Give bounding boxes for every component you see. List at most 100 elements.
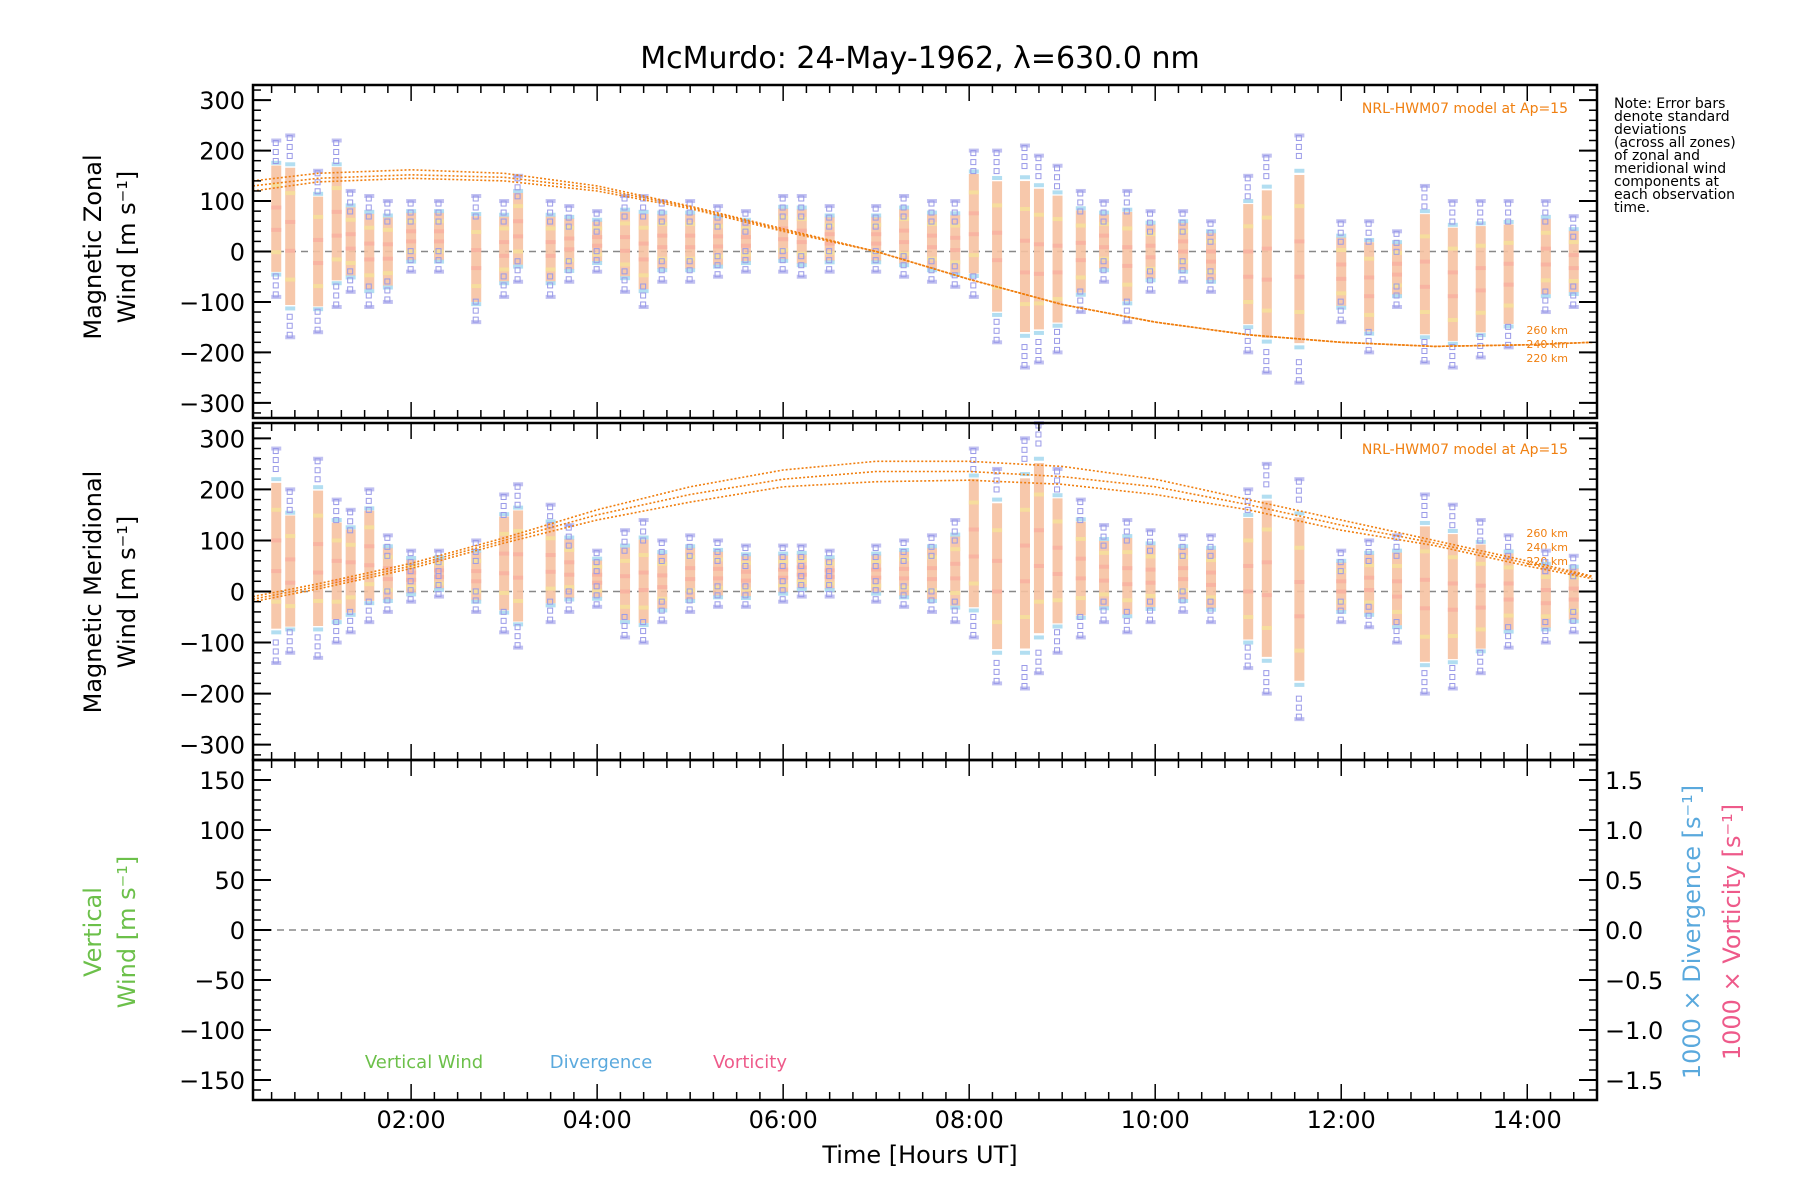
observation-band [1261,593,1272,598]
zonal-ylabel-line2: Wind [m s⁻¹] [113,171,141,323]
observation-outlier [1123,626,1130,633]
observation-outlier [1147,219,1154,226]
observation-band [313,542,324,547]
observation-band [778,559,789,564]
observation-outlier [686,209,693,216]
observation-core [364,213,375,290]
observation-core [685,213,696,269]
observation-band [406,219,417,224]
observation-outlier [365,616,372,623]
observation-outlier [1035,431,1042,438]
observation-band [1364,275,1375,280]
observation-outlier [1570,617,1577,624]
observation-column [926,533,937,614]
observation-outlier [621,213,628,220]
observation-band [713,566,724,571]
observation-outlier [1477,218,1484,225]
observation-outlier [1295,143,1302,150]
observation-core [899,551,910,597]
observation-outlier [970,622,977,629]
observation-band [345,577,356,582]
observation-outlier [872,545,879,552]
observation-outlier [970,613,977,620]
observation-outlier [993,486,1000,493]
meridional-alt-label-260: 260 km [1526,527,1568,540]
observation-core [740,555,751,598]
observation-outlier [1365,539,1372,546]
observation-band [1503,549,1514,554]
observation-outlier [714,557,721,564]
observation-band [685,233,696,238]
observation-outlier [1337,607,1344,614]
observation-outlier [872,205,879,212]
observation-outlier [514,184,521,191]
observation-column [899,538,910,609]
observation-outlier [993,677,1000,684]
observation-outlier [993,668,1000,675]
observation-band [950,211,961,216]
observation-band [740,252,751,257]
observation-column [1540,548,1551,645]
observation-band [285,219,296,224]
observation-outlier [272,639,279,646]
observation-outlier [1179,210,1186,217]
observation-band [364,289,375,294]
observation-core [1364,242,1375,332]
observation-column [1019,436,1030,691]
observation-outlier [1054,183,1061,190]
observation-band [1019,206,1030,211]
observation-outlier [714,205,721,212]
observation-outlier [1542,218,1549,225]
observation-band [620,604,631,609]
observation-core [1122,537,1133,615]
observation-outlier [1505,642,1512,649]
observation-outlier [1179,543,1186,550]
x-tick-label: 08:00 [935,1106,1004,1134]
observation-core [1099,213,1110,269]
observation-core [331,522,342,620]
observation-band [313,284,324,289]
observation-core [871,554,882,593]
observation-core [1336,562,1347,611]
observation-outlier [1244,662,1251,669]
observation-band [657,245,668,250]
observation-outlier [384,278,391,285]
observation-outlier [435,591,442,598]
observation-outlier [1542,568,1549,575]
observation-outlier [1100,533,1107,540]
observation-band [1261,308,1272,313]
observation-core [1075,210,1086,293]
observation-outlier [347,608,354,615]
observation-core [992,181,1003,312]
observation-band [406,555,417,560]
observation-band [968,253,979,258]
observation-outlier [1570,555,1577,562]
observation-band [1447,660,1458,665]
observation-outlier [286,134,293,141]
observation-outlier [1542,619,1549,626]
observation-band [1364,312,1375,317]
observation-core [620,547,631,621]
observation-column [1419,183,1430,365]
observation-outlier [565,223,572,230]
observation-outlier [1449,218,1456,225]
observation-band [620,620,631,625]
observation-band [1122,282,1133,287]
observation-outlier [826,266,833,273]
observation-column [271,138,282,299]
observation-outlier [384,209,391,216]
observation-outlier [1054,647,1061,654]
observation-outlier [435,559,442,566]
observation-outlier [826,205,833,212]
observation-outlier [640,301,647,308]
observation-band [1475,605,1486,610]
observation-core [1243,204,1254,325]
observation-outlier [1393,283,1400,290]
observation-column [271,446,282,665]
observation-column [1206,219,1217,294]
observation-outlier [365,292,372,299]
observation-outlier [407,248,414,255]
observation-band [713,234,724,239]
vorticity-y2label: 1000 × Vorticity [s⁻¹] [1718,804,1746,1060]
